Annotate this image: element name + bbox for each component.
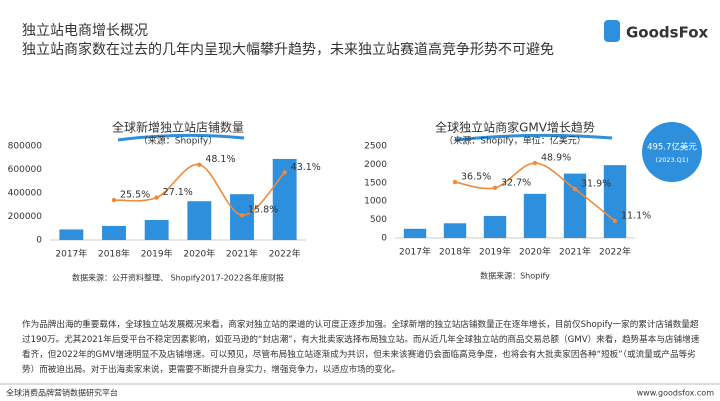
data-label: 48.1%	[205, 154, 235, 165]
y-tick-label: 1500	[364, 178, 387, 188]
x-tick-label: 2017年	[55, 248, 87, 260]
bar	[523, 193, 547, 238]
x-tick-label: 2019年	[479, 246, 511, 258]
y-tick-label: 0	[381, 234, 387, 244]
y-tick-label: 500	[370, 215, 387, 225]
bar	[144, 220, 169, 240]
bar	[443, 223, 467, 238]
x-tick-label: 2021年	[559, 246, 591, 258]
line-point	[612, 218, 618, 224]
title-swoosh	[117, 133, 245, 142]
chart-source: 数据来源：公开资料整理、 Shopify2017-2022各年度财报	[72, 273, 284, 283]
line-point	[282, 170, 287, 175]
x-tick-label: 2018年	[439, 246, 471, 258]
line-point	[572, 186, 578, 192]
chart-title: 全球独立站商家GMV增长趋势	[435, 120, 595, 135]
data-label: 43.1%	[291, 162, 321, 173]
data-label: 15.8%	[248, 205, 278, 216]
bar	[483, 215, 507, 238]
line-point	[532, 160, 538, 166]
chart-subtitle: （来源：Shopify）	[139, 136, 217, 147]
chart-subtitle: （来源：Shopify，单位：亿美元）	[444, 135, 585, 147]
bar	[563, 173, 587, 238]
y-tick-label: 400000	[8, 189, 43, 199]
annotation-text: (2023.Q1)	[656, 156, 689, 164]
bar	[102, 225, 126, 240]
y-tick-label: 1000	[364, 197, 387, 207]
y-tick-label: 200000	[8, 212, 43, 222]
data-label: 48.9%	[541, 153, 571, 164]
data-label: 31.9%	[581, 179, 611, 190]
body-text: 作为品牌出海的重要载体，全球独立站发展概况来看，商家对独立站的渠道的认可度正逐步…	[22, 320, 700, 375]
x-tick-label: 2020年	[183, 248, 215, 260]
bar	[187, 201, 212, 240]
x-tick-label: 2019年	[141, 248, 173, 260]
line-point	[492, 185, 498, 191]
page-subtitle: 独立站商家数在过去的几年内呈现大幅攀升趋势，未来独立站赛道高竞争形势不可避免	[22, 41, 554, 58]
line-point	[239, 213, 245, 218]
footer-left: 全球消费品牌营销数据研究平台	[6, 388, 118, 398]
y-tick-label: 800000	[8, 142, 43, 152]
x-tick-label: 2022年	[269, 248, 301, 260]
bar	[59, 229, 84, 240]
page-title: 独立站电商增长概况	[22, 23, 148, 39]
x-tick-label: 2022年	[599, 246, 631, 258]
logo-text: GoodsFox	[626, 24, 709, 42]
annotation-text: 495.7亿美元	[647, 142, 697, 153]
y-tick-label: 2500	[364, 142, 387, 152]
y-tick-label: 2000	[364, 160, 387, 170]
annotation-bubble	[642, 122, 702, 182]
x-tick-label: 2020年	[519, 246, 551, 258]
footer-right: www.goodsfox.com	[637, 389, 715, 398]
chart-source: 数据来源：Shopify	[480, 271, 550, 281]
y-tick-label: 0	[36, 236, 42, 246]
data-label: 25.5%	[120, 190, 150, 201]
title-swoosh	[454, 133, 613, 142]
bar	[603, 165, 627, 238]
x-tick-label: 2017年	[399, 246, 431, 258]
bar	[403, 228, 427, 238]
x-tick-label: 2018年	[98, 248, 130, 260]
data-label: 36.5%	[461, 172, 491, 183]
data-label: 32.7%	[501, 177, 531, 188]
data-label: 11.1%	[621, 210, 651, 221]
chart-title: 全球新增独立站店铺数量	[112, 120, 244, 135]
y-tick-label: 600000	[8, 165, 43, 175]
line-point	[111, 197, 117, 203]
line-point	[197, 162, 202, 167]
x-tick-label: 2021年	[226, 248, 258, 260]
logo-icon	[604, 20, 620, 42]
data-label: 27.1%	[163, 187, 193, 198]
line-point	[452, 179, 458, 185]
line-point	[154, 195, 159, 200]
